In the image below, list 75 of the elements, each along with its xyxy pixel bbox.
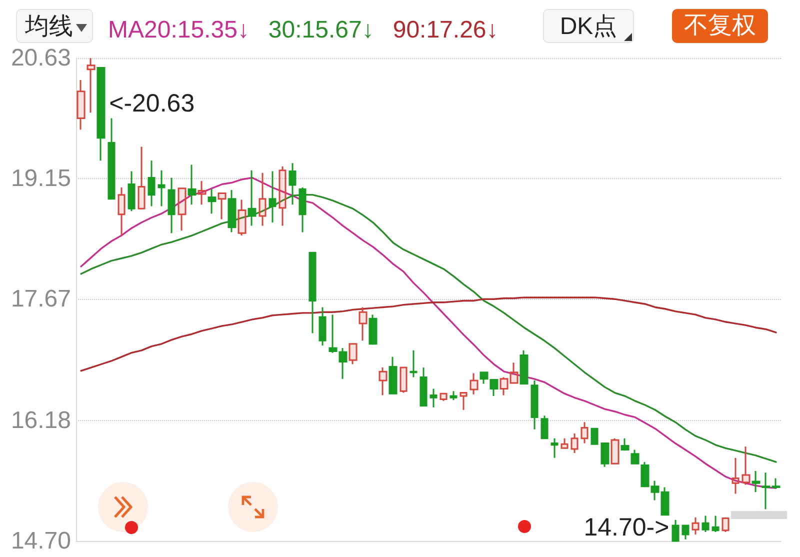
text: 90:17.26↓ (392, 16, 498, 44)
y-tick-label: 20.63 (10, 44, 71, 72)
candlestick (460, 392, 468, 411)
candlestick (348, 343, 358, 366)
candlestick (238, 198, 246, 236)
candlestick (76, 79, 86, 130)
candlestick (570, 432, 578, 454)
y-tick-label: 17.67 (10, 286, 71, 313)
candlestick (158, 170, 166, 207)
y-tick-label: 14.70 (10, 528, 71, 554)
candlestick (410, 350, 418, 378)
candlestick (420, 366, 428, 407)
candlestick (530, 380, 538, 430)
line-series (80, 296, 777, 372)
candlestick (148, 160, 156, 207)
candlestick (742, 446, 750, 486)
candlestick (430, 388, 438, 408)
text: MA20:15.35↓ (108, 16, 250, 44)
candlestick (540, 414, 548, 440)
candlestick (368, 314, 378, 346)
candlestick (298, 186, 306, 234)
candlestick (208, 188, 216, 214)
candlestick (590, 428, 598, 445)
candlestick (86, 57, 96, 114)
candlestick (138, 146, 146, 210)
candlestick (610, 438, 620, 464)
y-tick-label: 16.18 (10, 406, 71, 434)
candlestick (580, 421, 588, 444)
candlestick (732, 457, 740, 495)
candlestick (560, 438, 568, 449)
candlestick (198, 180, 206, 206)
candlestick (218, 192, 226, 220)
candlestick (108, 118, 116, 200)
candlestick (228, 189, 236, 234)
candlestick (128, 170, 136, 212)
annotation: 14.70-> (584, 514, 670, 542)
dropdown-button: 均线 (16, 9, 93, 43)
candlestick (378, 366, 388, 396)
candlestick (520, 350, 528, 385)
select-button: DK点 (543, 9, 634, 43)
candlestick (450, 390, 458, 401)
candlestick (388, 356, 398, 396)
candlestick (752, 470, 760, 493)
candlestick (722, 516, 730, 533)
candlestick (500, 376, 508, 396)
text: 30:15.67↓ (268, 16, 374, 44)
candlestick (358, 306, 368, 342)
candlestick (600, 442, 610, 468)
candlestick (188, 164, 196, 206)
candlestick (268, 170, 276, 224)
candlestick (96, 67, 106, 162)
toggle-button: 不复权 (672, 9, 768, 43)
candlestick (278, 166, 286, 227)
candlestick (550, 438, 558, 459)
candlestick (400, 366, 408, 394)
y-tick-label: 19.15 (10, 165, 71, 192)
candlestick (510, 362, 518, 385)
candlestick (288, 162, 296, 206)
candlestick (118, 186, 126, 236)
candlestick (470, 372, 478, 396)
candlestick (672, 519, 680, 542)
candlestick (702, 515, 710, 533)
annotation: <-20.63 (109, 90, 195, 118)
candlestick (178, 188, 186, 232)
candlestick (308, 252, 316, 334)
candlestick (440, 392, 448, 402)
candlestick (692, 516, 700, 536)
candlestick (258, 172, 266, 227)
candlestick (620, 438, 630, 452)
candlestick (712, 515, 720, 533)
candlestick (318, 306, 326, 346)
candlestick (168, 176, 176, 234)
candlestick (682, 524, 690, 540)
candlestick (248, 170, 256, 227)
candlestick (630, 449, 640, 464)
